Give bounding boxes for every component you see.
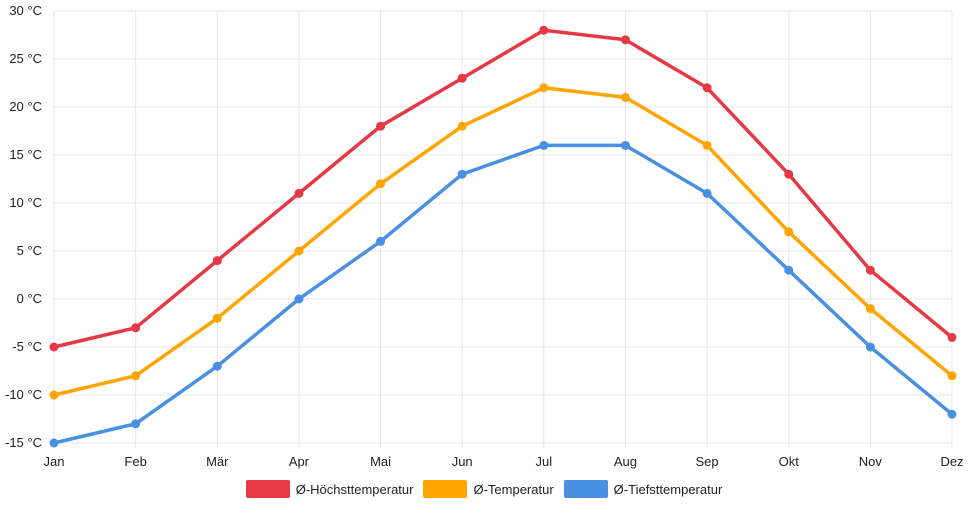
y-tick-label: 0 °C	[17, 291, 42, 306]
x-tick-label: Feb	[124, 454, 146, 469]
x-tick-label: Apr	[289, 454, 310, 469]
y-tick-label: 10 °C	[9, 195, 42, 210]
data-point[interactable]	[784, 227, 794, 237]
data-point[interactable]	[947, 371, 957, 381]
data-point[interactable]	[620, 35, 630, 45]
x-tick-label: Mär	[206, 454, 229, 469]
data-point[interactable]	[49, 390, 59, 400]
data-point[interactable]	[376, 121, 386, 131]
data-point[interactable]	[49, 342, 59, 352]
x-tick-label: Jan	[44, 454, 65, 469]
data-point[interactable]	[865, 304, 875, 314]
x-tick-label: Jun	[452, 454, 473, 469]
data-point[interactable]	[457, 73, 467, 83]
y-tick-label: 30 °C	[9, 3, 42, 18]
data-point[interactable]	[620, 140, 630, 150]
legend-item-min[interactable]: Ø-Tiefsttemperatur	[563, 480, 723, 498]
data-point[interactable]	[947, 332, 957, 342]
data-point[interactable]	[49, 438, 59, 448]
data-point[interactable]	[294, 294, 304, 304]
data-point[interactable]	[702, 83, 712, 93]
data-point[interactable]	[457, 169, 467, 179]
x-tick-label: Okt	[779, 454, 800, 469]
legend-swatch-max	[245, 480, 290, 498]
y-tick-label: 20 °C	[9, 99, 42, 114]
data-point[interactable]	[212, 361, 222, 371]
data-point[interactable]	[784, 169, 794, 179]
data-point[interactable]	[539, 83, 549, 93]
data-point[interactable]	[947, 409, 957, 419]
data-point[interactable]	[865, 342, 875, 352]
data-point[interactable]	[294, 246, 304, 256]
data-point[interactable]	[212, 313, 222, 323]
series-line-1	[53, 86, 954, 397]
y-tick-label: -5 °C	[12, 339, 42, 354]
legend-label-min: Ø-Tiefsttemperatur	[613, 481, 723, 497]
series-lines	[49, 25, 957, 448]
legend-item-avg[interactable]: Ø-Temperatur	[423, 480, 554, 498]
data-point[interactable]	[131, 419, 141, 429]
y-axis-tick-labels: -15 °C -10 °C -5 °C 0 °C 5 °C 10 °C 15 °C 20 °C…	[5, 3, 42, 450]
x-tick-label: Dez	[940, 454, 963, 469]
data-point[interactable]	[539, 25, 549, 35]
data-point[interactable]	[131, 371, 141, 381]
legend-swatch-min	[563, 480, 608, 498]
series-line-2	[53, 143, 954, 445]
legend-label-max: Ø-Höchsttemperatur	[295, 481, 414, 497]
data-point[interactable]	[457, 121, 467, 131]
data-point[interactable]	[702, 140, 712, 150]
y-tick-label: 25 °C	[9, 51, 42, 66]
y-tick-label: -10 °C	[5, 387, 42, 402]
data-point[interactable]	[784, 265, 794, 275]
x-tick-label: Sep	[696, 454, 719, 469]
data-point[interactable]	[376, 236, 386, 246]
y-tick-label: 5 °C	[17, 243, 42, 258]
y-tick-label: -15 °C	[5, 435, 42, 450]
chart-legend: Ø-Höchsttemperatur Ø-Temperatur Ø-Tiefst…	[0, 480, 968, 498]
legend-item-max[interactable]: Ø-Höchsttemperatur	[245, 480, 414, 498]
grid-lines	[53, 10, 953, 448]
data-point[interactable]	[620, 92, 630, 102]
data-point[interactable]	[131, 323, 141, 333]
y-tick-label: 15 °C	[9, 147, 42, 162]
data-point[interactable]	[702, 188, 712, 198]
data-point[interactable]	[539, 140, 549, 150]
data-point[interactable]	[376, 179, 386, 189]
data-point[interactable]	[294, 188, 304, 198]
legend-label-avg: Ø-Temperatur	[473, 481, 554, 497]
legend-swatch-avg	[423, 480, 468, 498]
series-line-0	[53, 28, 954, 349]
x-tick-label: Nov	[859, 454, 883, 469]
x-tick-label: Mai	[370, 454, 391, 469]
x-axis-tick-labels: Jan Feb Mär Apr Mai Jun Jul Aug Sep Okt Nov Dez	[44, 454, 964, 469]
data-point[interactable]	[212, 256, 222, 266]
x-tick-label: Jul	[536, 454, 553, 469]
data-point[interactable]	[865, 265, 875, 275]
x-tick-label: Aug	[614, 454, 637, 469]
